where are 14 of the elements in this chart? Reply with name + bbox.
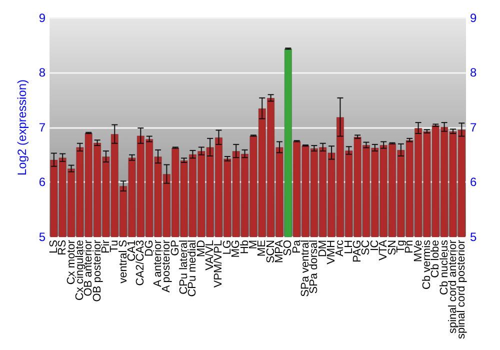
y-axis-title: Log2 (expression) xyxy=(15,79,29,176)
x-tick-label: Tg xyxy=(394,240,407,253)
y-tick-label: 7 xyxy=(38,120,46,134)
y2-tick-label: 6 xyxy=(470,175,477,190)
y-tick-label: 6 xyxy=(38,175,46,190)
y-tick-label: 5 xyxy=(38,230,46,244)
x-tick-label: spinal cord posterior xyxy=(456,240,468,340)
x-tick-label: OB posterior xyxy=(91,240,104,302)
y-tick-label: 8 xyxy=(38,66,46,80)
y-tick-label: 9 xyxy=(38,11,46,25)
y2-tick-label: 8 xyxy=(470,66,477,80)
y2-tick-label: 9 xyxy=(470,11,477,25)
y2-tick-label: 7 xyxy=(470,120,477,134)
y2-tick-label: 5 xyxy=(470,230,477,244)
